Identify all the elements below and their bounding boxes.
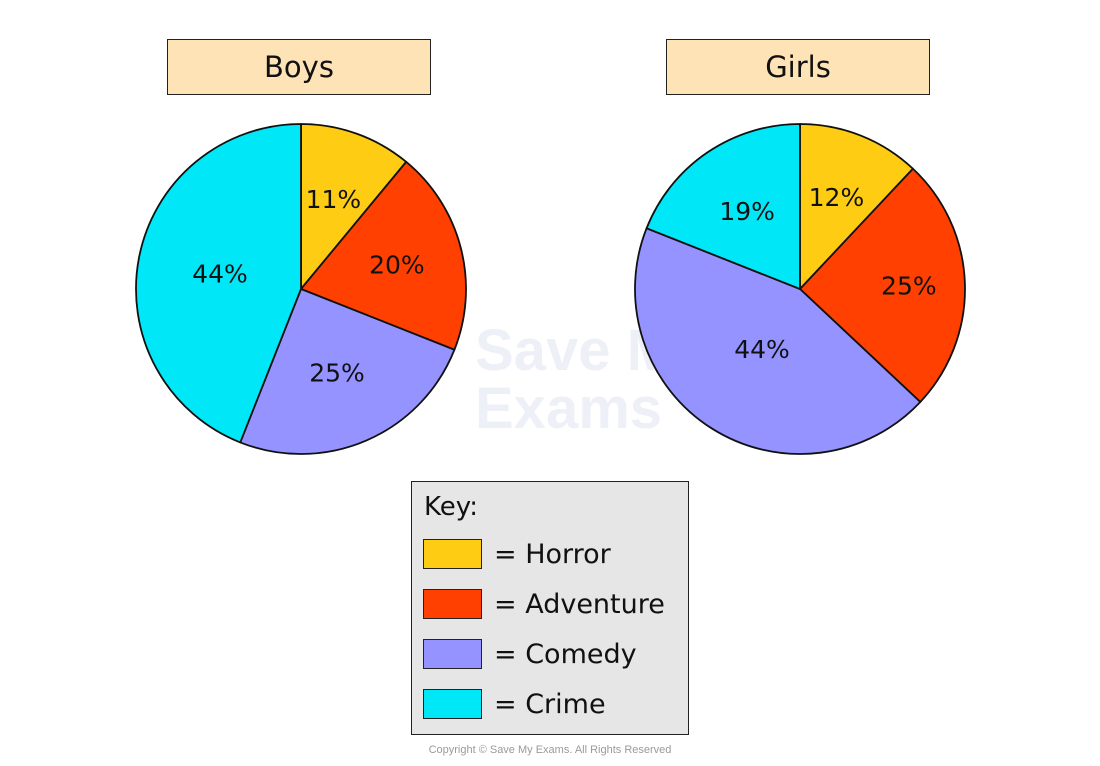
watermark-line2: Exams bbox=[475, 376, 663, 441]
copyright-notice: Copyright © Save My Exams. All Rights Re… bbox=[428, 744, 672, 756]
girls-pie-chart: 12% 25% 44% 19% bbox=[634, 123, 966, 455]
girls-slice-label-horror: 12% bbox=[809, 183, 865, 212]
girls-slice-comedy bbox=[634, 227, 922, 455]
legend-label-comedy: = Comedy bbox=[494, 638, 637, 670]
girls-slice-label-adventure: 25% bbox=[881, 272, 937, 301]
legend-label-crime: = Crime bbox=[494, 688, 606, 720]
boys-pie-chart: 11% 20% 25% 44% bbox=[135, 123, 467, 455]
legend-key: Key: = Horror = Adventure = Comedy = Cri… bbox=[411, 481, 689, 735]
legend-item-comedy: = Comedy bbox=[423, 637, 637, 671]
girls-slice-label-comedy: 44% bbox=[734, 335, 790, 364]
legend-swatch-horror bbox=[423, 539, 482, 569]
legend-swatch-comedy bbox=[423, 639, 482, 669]
legend-title: Key: bbox=[424, 492, 479, 522]
girls-slice-crime bbox=[645, 123, 801, 290]
boys-slice-label-comedy: 25% bbox=[309, 358, 365, 387]
boys-slice-label-adventure: 20% bbox=[369, 250, 425, 279]
legend-label-horror: = Horror bbox=[494, 538, 611, 570]
legend-label-adventure: = Adventure bbox=[494, 588, 665, 620]
boys-slice-label-crime: 44% bbox=[192, 260, 248, 289]
boys-slice-label-horror: 11% bbox=[306, 185, 362, 214]
legend-item-adventure: = Adventure bbox=[423, 587, 665, 621]
legend-swatch-crime bbox=[423, 689, 482, 719]
boys-chart-title: Boys bbox=[167, 39, 431, 95]
girls-slice-horror bbox=[799, 123, 914, 290]
legend-item-crime: = Crime bbox=[423, 687, 606, 721]
legend-swatch-adventure bbox=[423, 589, 482, 619]
girls-slice-label-crime: 19% bbox=[719, 197, 775, 226]
boys-slice-comedy bbox=[239, 288, 456, 455]
boys-slice-adventure bbox=[300, 160, 467, 351]
boys-slice-horror bbox=[300, 123, 408, 290]
boys-slice-crime bbox=[135, 123, 302, 444]
legend-item-horror: = Horror bbox=[423, 537, 611, 571]
girls-slice-adventure bbox=[799, 167, 966, 403]
girls-chart-title: Girls bbox=[666, 39, 930, 95]
